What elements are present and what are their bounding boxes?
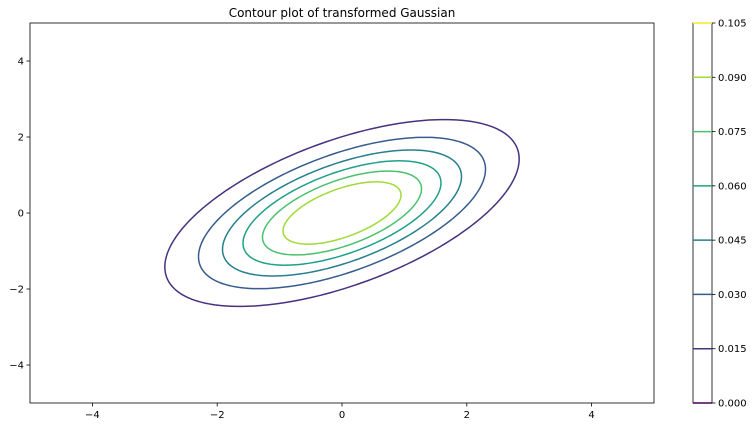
y-axis: −4 −2 0 2 4: [9, 57, 30, 372]
plot-frame: [29, 22, 655, 404]
colorbar-tick-label: 0.045: [718, 236, 747, 247]
contour-level-4: [261, 170, 423, 256]
contour-level-5: [282, 181, 402, 245]
x-axis: −4 −2 0 2 4: [85, 403, 595, 421]
plot-area: −4 −2 0 2 4 −4 −2 0 2 4: [9, 22, 655, 421]
colorbar-frame: [692, 22, 713, 404]
y-tick-label: −2: [9, 285, 24, 296]
contour-level-2: [221, 149, 463, 277]
y-tick-label: 0: [18, 209, 24, 220]
contour-lines: [164, 118, 520, 308]
colorbar-tick-label: 0.090: [718, 73, 747, 84]
colorbar-tick-label: 0.105: [718, 19, 747, 30]
contour-level-0: [164, 118, 520, 308]
y-tick-label: −4: [9, 361, 24, 372]
contour-level-1: [197, 136, 487, 290]
colorbar-tick-label: 0.030: [718, 290, 747, 301]
x-tick-label: 2: [464, 410, 470, 421]
colorbar-tick-label: 0.075: [718, 127, 747, 138]
x-tick-label: −4: [85, 410, 100, 421]
y-tick-label: 4: [18, 57, 24, 68]
chart-title: Contour plot of transformed Gaussian: [229, 6, 456, 20]
contour-level-3: [242, 160, 442, 266]
colorbar-tick-label: 0.000: [718, 399, 747, 410]
colorbar: 0.000 0.015 0.030 0.045 0.060 0.075 0.090 0.105: [692, 19, 747, 410]
x-tick-label: 4: [588, 410, 594, 421]
x-tick-label: −2: [210, 410, 225, 421]
x-tick-label: 0: [339, 410, 345, 421]
colorbar-tick-label: 0.015: [718, 344, 747, 355]
y-tick-label: 2: [18, 133, 24, 144]
colorbar-tick-label: 0.060: [718, 181, 747, 192]
